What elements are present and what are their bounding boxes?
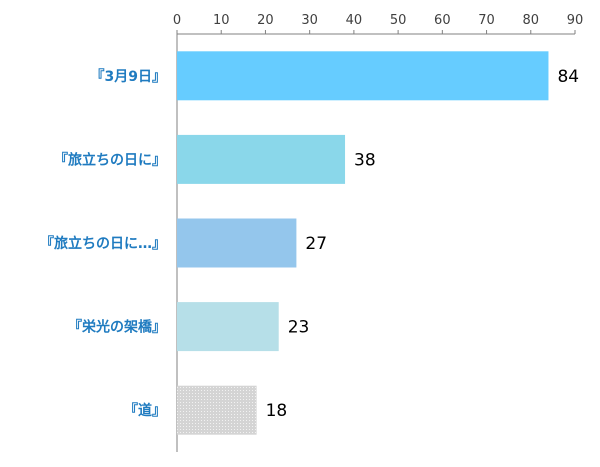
data-label: 18 [266, 401, 288, 421]
x-tick-label: 30 [301, 13, 318, 28]
data-label: 27 [305, 234, 327, 254]
bars-group: 『3月9日』 84 『旅立ちの日に』 38 『旅立ちの日に…』 27 『栄光の架橋』 23 『道… [40, 51, 579, 435]
bar [177, 385, 257, 435]
category-label: 『道』 [124, 402, 166, 419]
category-label: 『旅立ちの日に…』 [40, 235, 166, 252]
x-tick-label: 10 [213, 13, 230, 28]
data-label: 23 [288, 318, 310, 338]
category-label: 『旅立ちの日に』 [54, 151, 166, 168]
x-tick-label: 90 [567, 13, 584, 28]
data-label: 84 [557, 67, 579, 87]
x-tick-label: 20 [257, 13, 274, 28]
bar [177, 302, 279, 352]
category-label: 『栄光の架橋』 [68, 319, 166, 336]
x-tick-label: 60 [434, 13, 451, 28]
category-label: 『3月9日』 [91, 68, 166, 85]
bar [177, 51, 549, 101]
x-tick-label: 50 [390, 13, 407, 28]
x-tick-label: 40 [346, 13, 363, 28]
bar [177, 218, 297, 268]
x-tick-label: 80 [523, 13, 540, 28]
x-tick-label: 70 [478, 13, 495, 28]
x-axis-ticks: 0 10 20 30 40 50 60 70 80 90 [173, 13, 583, 34]
bar [177, 134, 346, 184]
data-label: 38 [354, 150, 376, 170]
x-tick-label: 0 [173, 13, 181, 28]
